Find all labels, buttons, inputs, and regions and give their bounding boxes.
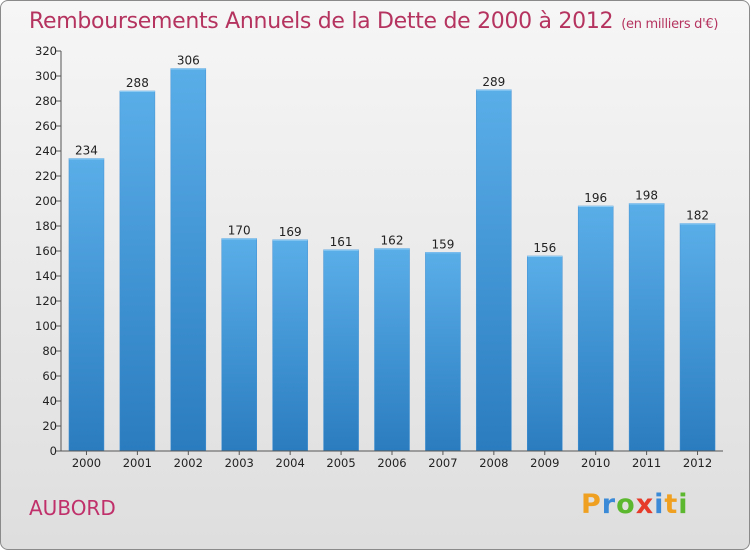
y-tick-label: 160	[35, 244, 57, 258]
data-label-2007: 159	[431, 237, 454, 251]
bar-series: 234 288 306 170 169 161 162 159 289 156 196 198 182	[68, 54, 716, 452]
x-tick-label: 2010	[581, 456, 610, 470]
data-label-2006: 162	[381, 234, 404, 248]
x-tick-label: 2000	[72, 456, 101, 470]
x-tick-label: 2009	[530, 456, 559, 470]
data-label-2008: 289	[482, 75, 505, 89]
bar-2005	[323, 249, 359, 452]
chart-title: Remboursements Annuels de la Dette de 20…	[29, 9, 718, 34]
bar-2002	[170, 68, 207, 452]
x-axis: 2000 2001 2002 2003 2004 2005 2006 2007 2008 2009…	[61, 450, 723, 470]
y-tick-label: 260	[35, 119, 57, 133]
x-tick-label: 2007	[428, 456, 457, 470]
data-label-2000: 234	[75, 144, 98, 158]
logo-letter: o	[616, 489, 636, 520]
y-tick-label: 140	[35, 269, 57, 283]
y-tick-label: 60	[42, 369, 57, 383]
data-label-2005: 161	[330, 235, 353, 249]
y-tick-label: 20	[42, 419, 57, 433]
y-tick-label: 320	[35, 44, 57, 58]
x-tick-label: 2005	[326, 456, 355, 470]
logo-letter: i	[654, 489, 665, 520]
bar-2009	[527, 255, 563, 452]
bar-2001	[119, 90, 156, 452]
bar-2008	[476, 89, 512, 452]
data-label-2010: 196	[584, 191, 607, 205]
x-tick-label: 2006	[377, 456, 406, 470]
y-tick-label: 300	[35, 69, 57, 83]
location-name: AUBORD	[29, 496, 116, 520]
logo-letter: i	[678, 489, 689, 520]
data-label-2004: 169	[279, 225, 302, 239]
bar-2006	[374, 248, 410, 452]
y-tick-label: 40	[42, 394, 57, 408]
data-label-2012: 182	[686, 209, 709, 223]
bar-2011	[628, 203, 665, 452]
logo-letter: P	[581, 489, 602, 520]
chart-unit: (en milliers d'€)	[621, 17, 719, 32]
proxiti-logo: Proxiti	[581, 489, 689, 520]
x-tick-label: 2001	[123, 456, 152, 470]
data-label-2009: 156	[533, 241, 556, 255]
bar-2004	[272, 239, 308, 452]
bar-2003	[221, 238, 257, 452]
x-tick-label: 2003	[225, 456, 254, 470]
y-tick-label: 80	[42, 344, 57, 358]
y-tick-label: 280	[35, 94, 57, 108]
y-tick-label: 240	[35, 144, 57, 158]
data-label-2002: 306	[177, 54, 200, 68]
chart-title-text: Remboursements Annuels de la Dette de 20…	[29, 9, 614, 34]
logo-letter: t	[664, 489, 679, 520]
logo-letter: r	[601, 489, 617, 520]
bar-2007	[425, 252, 461, 452]
y-tick-label: 0	[50, 444, 57, 458]
data-label-2003: 170	[228, 224, 251, 238]
bar-2010	[577, 205, 614, 452]
x-tick-label: 2011	[632, 456, 661, 470]
y-tick-label: 100	[35, 319, 57, 333]
bar-2012	[679, 223, 716, 452]
y-tick-label: 220	[35, 169, 57, 183]
x-tick-label: 2012	[683, 456, 712, 470]
y-tick-label: 120	[35, 294, 57, 308]
x-tick-label: 2008	[479, 456, 508, 470]
data-label-2011: 198	[635, 189, 658, 203]
x-tick-label: 2002	[174, 456, 203, 470]
data-label-2001: 288	[126, 76, 149, 90]
logo-letter: x	[635, 489, 655, 520]
y-tick-label: 180	[35, 219, 57, 233]
y-tick-label: 200	[35, 194, 57, 208]
y-axis: 0 20 40 60 80 100 120 140 160 180 200 220 240 260 280 3…	[35, 44, 62, 458]
bar-2000	[68, 158, 105, 452]
x-tick-label: 2004	[276, 456, 305, 470]
